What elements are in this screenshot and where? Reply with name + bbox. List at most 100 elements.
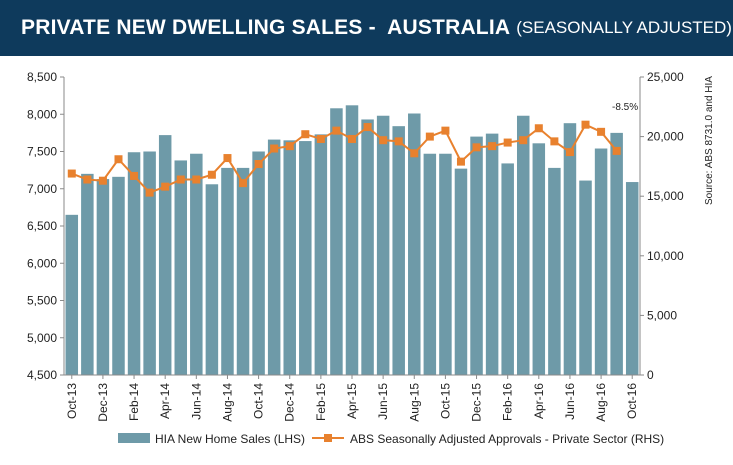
x-tick-label: Apr-15 — [345, 383, 359, 419]
line-point-Oct-14 — [254, 160, 263, 169]
line-point-Jul-16 — [581, 120, 590, 129]
line-point-Dec-14 — [285, 142, 294, 151]
bar-Feb-16 — [501, 163, 514, 375]
bar-Nov-14 — [267, 139, 281, 375]
x-tick-label: Feb-15 — [314, 383, 328, 421]
line-point-Nov-14 — [270, 144, 279, 153]
x-tick-label: Aug-16 — [594, 383, 608, 422]
line-point-May-14 — [176, 175, 185, 184]
chart: 4,500 5,000 5,500 6,000 6,500 7,000 7,500 8,000… — [27, 70, 715, 446]
bar-May-14 — [174, 160, 188, 375]
bar-Dec-13 — [96, 179, 110, 375]
x-tick-label: Feb-16 — [501, 383, 515, 421]
line-series — [67, 120, 621, 197]
x-tick-label: Oct-13 — [65, 383, 79, 419]
line-point-Sep-16 — [612, 146, 621, 155]
tick-labels: 4,500 5,000 5,500 6,000 6,500 7,000 7,500 8,000… — [27, 70, 684, 422]
line-point-Oct-15 — [441, 126, 450, 135]
bar-Jun-16 — [563, 123, 577, 375]
x-tick-label: Aug-14 — [220, 383, 234, 422]
line-point-Jan-14 — [114, 155, 123, 164]
line-point-Feb-15 — [316, 134, 325, 143]
bar-Jan-14 — [112, 176, 125, 375]
x-tick-label: Apr-16 — [532, 383, 546, 419]
bar-May-15 — [361, 119, 374, 376]
bar-Dec-14 — [283, 140, 296, 375]
bar-Feb-14 — [127, 152, 141, 375]
bar-Oct-14 — [252, 151, 265, 375]
right-tick-label: 10,000 — [647, 249, 684, 263]
line-point-Oct-13 — [67, 169, 76, 178]
x-tick-label: Jun-14 — [189, 383, 203, 420]
bar-Apr-16 — [532, 143, 546, 375]
bar-series — [65, 105, 639, 376]
chart-title: PRIVATE NEW DWELLING SALES - AUSTRALIA — [21, 16, 511, 39]
line-point-Sep-15 — [425, 132, 434, 141]
line-point-Dec-15 — [472, 143, 481, 152]
left-tick-label: 5,000 — [27, 331, 57, 345]
line-point-Aug-14 — [223, 154, 232, 163]
right-tick-label: 25,000 — [647, 70, 684, 84]
bar-Sep-15 — [423, 153, 437, 375]
line-point-Jun-14 — [192, 175, 201, 184]
bar-Feb-15 — [314, 134, 328, 375]
line-point-Apr-14 — [161, 182, 170, 191]
bar-Oct-16 — [625, 182, 639, 375]
bar-Oct-13 — [65, 214, 79, 375]
bar-Aug-14 — [221, 167, 234, 375]
x-tick-label: Jun-15 — [376, 383, 390, 420]
x-tick-label: Dec-15 — [470, 383, 484, 422]
bar-Aug-16 — [594, 148, 608, 375]
line-point-Sep-14 — [239, 179, 248, 188]
right-tick-label: 15,000 — [647, 189, 684, 203]
left-tick-label: 7,000 — [27, 182, 57, 196]
left-tick-label: 8,500 — [27, 70, 57, 84]
left-tick-label: 4,500 — [27, 368, 57, 382]
bar-Sep-14 — [236, 167, 250, 375]
bar-Jul-14 — [205, 184, 219, 375]
left-tick-label: 8,000 — [27, 107, 57, 121]
bar-Oct-15 — [439, 153, 452, 375]
bar-Dec-15 — [470, 136, 483, 375]
x-tick-label: Aug-15 — [407, 383, 421, 422]
legend-bar-swatch — [118, 433, 150, 443]
bar-Jun-15 — [376, 115, 390, 376]
bar-Mar-14 — [143, 151, 156, 375]
right-tick-label: 20,000 — [647, 130, 684, 144]
change-annotation: -8.5% — [612, 102, 638, 113]
x-tick-label: Oct-14 — [252, 383, 266, 419]
line-point-Apr-15 — [348, 134, 356, 143]
x-tick-label: Jun-16 — [563, 383, 577, 420]
line-point-Mar-14 — [145, 188, 154, 197]
line-point-Apr-16 — [534, 124, 543, 133]
line-point-Jun-15 — [379, 136, 388, 145]
line-point-Nov-15 — [456, 157, 465, 166]
bar-Nov-13 — [81, 173, 94, 375]
bar-Jan-16 — [485, 133, 499, 375]
legend: HIA New Home Sales (LHS) ABS Seasonally … — [118, 432, 664, 446]
line-point-May-16 — [550, 137, 559, 146]
title-bar: PRIVATE NEW DWELLING SALES - AUSTRALIA (… — [0, 0, 733, 56]
left-tick-label: 5,500 — [27, 294, 57, 308]
line-point-Jun-16 — [565, 148, 574, 157]
line-point-Feb-16 — [503, 138, 512, 147]
chart-subtitle: (SEASONALLY ADJUSTED) — [516, 18, 732, 37]
bar-Jan-15 — [299, 141, 312, 375]
line-point-Dec-13 — [98, 176, 107, 185]
left-tick-label: 6,000 — [27, 256, 57, 270]
bar-Mar-15 — [330, 108, 343, 375]
bar-Sep-16 — [610, 132, 623, 376]
bar-Apr-14 — [158, 135, 172, 375]
bar-Jul-15 — [392, 126, 405, 375]
line-point-Jul-14 — [207, 170, 216, 179]
x-tick-label: Dec-13 — [96, 383, 110, 422]
line-point-Mar-16 — [519, 136, 528, 145]
bar-Mar-16 — [516, 115, 530, 376]
line-point-Jan-16 — [488, 142, 497, 151]
line-point-May-15 — [363, 123, 372, 132]
line-point-Mar-15 — [332, 126, 341, 135]
legend-bar-label: HIA New Home Sales (LHS) — [155, 432, 305, 446]
line-point-Nov-13 — [83, 175, 92, 184]
line-point-Jul-15 — [394, 137, 403, 146]
line-point-Aug-16 — [597, 127, 606, 136]
